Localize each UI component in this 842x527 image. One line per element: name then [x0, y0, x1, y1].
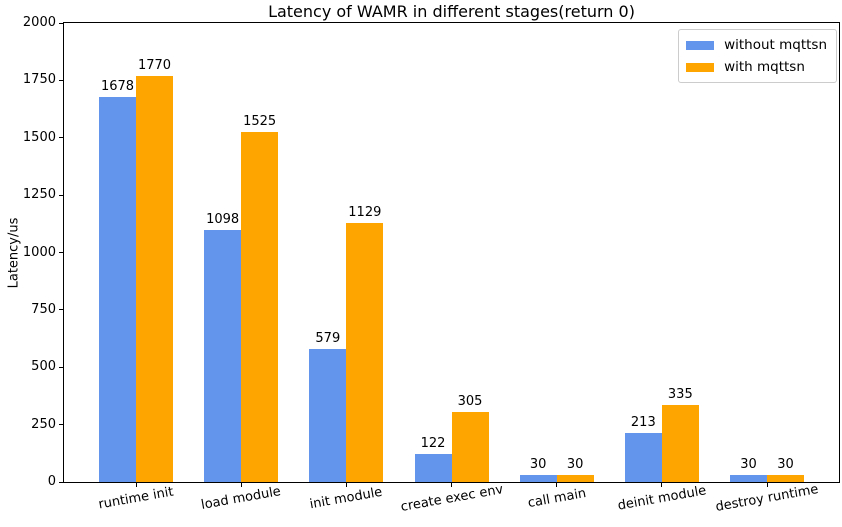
legend-entry-without-mqttsn: without mqttsn: [686, 34, 827, 56]
bar: [241, 132, 279, 482]
x-tick-mark: [766, 483, 768, 487]
legend-label: with mqttsn: [724, 59, 805, 75]
bar-value-label: 30: [777, 457, 794, 473]
y-tick-mark: [59, 424, 63, 426]
y-tick-label: 1250: [22, 187, 56, 203]
y-tick-label: 2000: [22, 15, 56, 30]
plot-area: without mqttsn with mqttsn: [63, 22, 840, 483]
y-tick-mark: [59, 194, 63, 196]
bar-value-label: 579: [315, 331, 341, 347]
bar: [136, 75, 173, 482]
bar: [309, 349, 347, 482]
bar: [730, 475, 767, 482]
bar-value-label: 213: [630, 415, 656, 431]
x-tick-mark: [451, 483, 452, 487]
y-tick-mark: [59, 22, 63, 24]
y-tick-label: 750: [31, 301, 56, 317]
bar-value-label: 1678: [100, 78, 135, 94]
legend-label: without mqttsn: [724, 37, 827, 53]
x-tick-mark: [345, 483, 347, 487]
bar-value-label: 30: [740, 457, 757, 473]
bar-value-label: 1525: [243, 114, 277, 129]
x-tick-mark: [661, 483, 663, 487]
y-tick-mark: [59, 309, 63, 311]
x-tick-label: init module: [308, 484, 384, 513]
x-tick-mark: [556, 483, 558, 487]
y-tick-mark: [59, 481, 63, 483]
x-tick-label: create exec env: [399, 482, 504, 515]
y-tick-mark: [59, 79, 63, 81]
bar-value-label: 30: [566, 457, 584, 473]
bar: [624, 433, 662, 482]
y-tick-label: 500: [31, 359, 56, 375]
bar-value-label: 335: [667, 387, 693, 403]
bar: [556, 475, 594, 482]
bar: [204, 230, 242, 482]
bar: [519, 475, 557, 482]
bar: [346, 222, 384, 482]
chart-title: Latency of WAMR in different stages(retu…: [268, 2, 635, 21]
x-tick-label: call main: [526, 485, 587, 512]
bar: [767, 475, 804, 482]
bar-value-label: 305: [457, 394, 483, 409]
y-tick-label: 1750: [22, 72, 56, 88]
legend-entry-with-mqttsn: with mqttsn: [686, 56, 827, 78]
bar-value-label: 30: [529, 457, 547, 473]
bar: [451, 412, 489, 482]
bar-value-label: 1770: [137, 57, 172, 73]
bar: [661, 405, 699, 482]
y-tick-mark: [59, 252, 63, 253]
y-tick-label: 1500: [22, 129, 56, 145]
y-tick-mark: [59, 366, 63, 368]
x-tick-label: load module: [200, 484, 283, 513]
x-tick-mark: [240, 483, 242, 487]
x-tick-label: deinit module: [616, 483, 708, 514]
legend-swatch-0: [686, 40, 715, 50]
bar-value-label: 122: [420, 436, 446, 451]
bar: [414, 454, 452, 482]
bar-value-label: 1098: [206, 212, 240, 227]
bar-value-label: 1129: [348, 204, 382, 220]
x-tick-label: runtime init: [97, 484, 175, 513]
legend-swatch-1: [686, 62, 715, 72]
y-tick-mark: [59, 137, 63, 139]
bar: [99, 96, 136, 482]
y-tick-label: 1000: [22, 244, 56, 260]
y-tick-label: 250: [31, 416, 56, 432]
legend: without mqttsn with mqttsn: [678, 29, 837, 83]
y-tick-label: 0: [47, 474, 56, 489]
x-tick-mark: [135, 483, 137, 487]
